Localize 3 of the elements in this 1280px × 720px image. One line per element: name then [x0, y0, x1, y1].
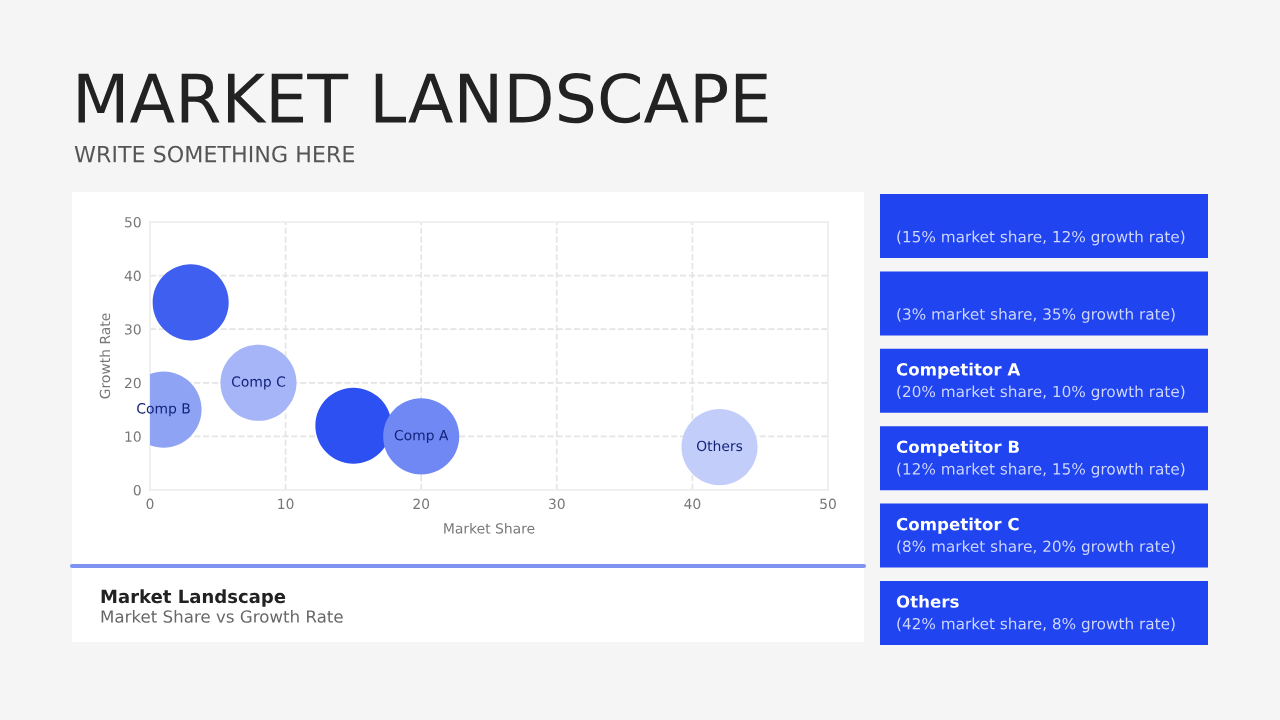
chart-title: MARKET LANDSCAPE	[78, 72, 768, 124]
chart-subtitle: WRITE SOMETHING HERE	[74, 145, 355, 163]
text: Market Landscape Market Share vs Growth Rate	[101, 589, 343, 623]
